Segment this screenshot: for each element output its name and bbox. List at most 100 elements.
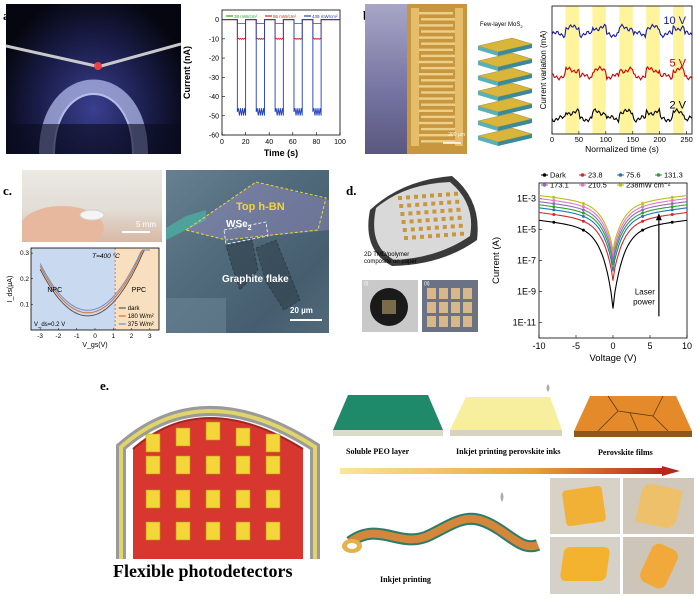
chart-d-series-marker [641, 205, 645, 209]
mos2-label-text: Few-layer MoS [480, 22, 521, 28]
electrode-finger [419, 85, 453, 88]
chart-a-xtick-label: 20 [242, 139, 250, 146]
composite-device-dot [446, 192, 450, 197]
chart-d-xtick-label: 10 [682, 341, 692, 351]
composite-device-dot [399, 204, 404, 208]
electrode-finger [419, 109, 453, 112]
composite-device-dot [398, 196, 402, 200]
chart-d-series-marker [552, 205, 556, 209]
composite-device-dot [456, 207, 461, 212]
composite-device-dot [400, 212, 405, 216]
composite-caption-line2: composite on paper [364, 259, 417, 265]
subphoto-d-i-label: (i) [364, 281, 369, 287]
chart-b-xtick-label: 50 [575, 135, 583, 144]
chart-c-annotation-temp: T=400 °C [92, 252, 120, 260]
mos2-layer-side [478, 61, 498, 71]
chart-d-series-line [538, 207, 688, 272]
photo-d-composite: 2D TMD/polymer composite on paper (i) (i… [362, 170, 487, 345]
chart-b-ylabel: Current variation (mA) [540, 30, 548, 109]
chart-d-series-marker [581, 214, 585, 218]
chart-d-series-marker [641, 208, 645, 212]
micrograph-illustration [166, 170, 329, 333]
chart-d-series-marker [581, 211, 585, 215]
composite-device-dot [455, 199, 460, 204]
photo-e-flex-samples [550, 478, 694, 594]
photodetector-pixel [175, 427, 191, 447]
composite-device-dot [415, 202, 420, 207]
chart-a-ytick-label: -60 [209, 133, 219, 140]
chart-d-series-marker [581, 219, 585, 223]
sample-photo-2 [623, 478, 694, 534]
chart-a-xtick-label: 0 [220, 139, 224, 146]
electrode-finger [419, 97, 453, 100]
graphite-flake-label: Graphite flake [222, 274, 289, 285]
photodetector-pixel [145, 489, 161, 509]
chart-c-ylabel: I_ds(µA) [7, 276, 14, 303]
wse2-label-sub: 2 [247, 225, 252, 232]
composite-device-dot [404, 236, 408, 240]
chart-a-series-line [222, 19, 340, 116]
chart-d-legend-marker [580, 173, 585, 177]
chart-c-xtick-label: -1 [74, 333, 80, 340]
panel-label-c: c. [3, 183, 13, 198]
photodetector-pixel [205, 421, 221, 441]
chart-d-series-marker [670, 199, 674, 203]
chart-c-xtick-label: -2 [56, 333, 62, 340]
chart-d-xtick-label: 0 [610, 341, 615, 351]
wafer-chip [382, 300, 396, 314]
device-array-cell [463, 302, 472, 313]
composite-device-dot [436, 233, 440, 238]
composite-device-dot [420, 234, 424, 239]
device-array-cell [451, 316, 460, 327]
mos2-layer-side [478, 106, 498, 116]
chart-d-series-marker [670, 195, 674, 199]
composite-device-dot [438, 193, 442, 197]
device-array-cell [427, 302, 436, 313]
process-step-inkjet: Inkjet printing perovskite inks [440, 382, 565, 465]
photodetector-pixel [235, 455, 251, 475]
composite-device-dot [412, 235, 416, 240]
flexible-device-illustration [6, 42, 181, 154]
chart-d-legend-marker [542, 183, 547, 187]
chart-c-annotation-vds: V_ds=0.2 V [34, 322, 65, 328]
photodetector-pixel [235, 427, 251, 447]
composite-device-dot [452, 232, 456, 237]
chart-c-ytick-label: 0.1 [20, 301, 29, 308]
chart-d-series-line [538, 194, 688, 252]
mos2-layer-stack: Few-layer MoS2 [470, 4, 540, 154]
electrode-finger [421, 18, 455, 21]
chart-d-legend-marker [580, 183, 585, 187]
composite-device-dot [442, 225, 447, 229]
chart-b-frame [551, 5, 693, 135]
photodetector-pixel [265, 489, 281, 509]
composite-device-dot [440, 209, 445, 213]
chart-c-legend-label: dark [128, 306, 141, 312]
composite-device-dot [449, 216, 454, 221]
chart-d-series-marker [552, 208, 556, 212]
chart-d-legend-label: 238mW cm⁻² [626, 181, 671, 190]
composite-device-dot [450, 224, 455, 229]
chart-c-ytick-label: 0.3 [20, 250, 29, 257]
chart-d-xlabel: Voltage (V) [590, 353, 637, 364]
composite-device-dot [414, 194, 418, 199]
device-array-cell [427, 316, 436, 327]
chart-d-series-marker [670, 205, 674, 209]
electrode-finger [421, 42, 455, 45]
chart-c-xtick-label: 0 [93, 333, 97, 340]
chart-b-xtick-label: 0 [550, 135, 554, 144]
device-array-micrograph [427, 288, 472, 327]
mos2-layer-side [478, 91, 498, 101]
step-label-printing: Inkjet printing [380, 575, 431, 584]
chart-d-series-line [538, 204, 688, 266]
composite-device-dot [401, 220, 406, 224]
process-step-printing-ribbon: Inkjet printing [340, 490, 541, 594]
photodetector-pixel [265, 521, 281, 541]
composite-device-dot [460, 231, 464, 236]
step-label-inkjet: Inkjet printing perovskite inks [456, 447, 561, 456]
chart-d-series-marker [670, 208, 674, 212]
subphoto-d-i: (i) [362, 280, 418, 332]
chart-d-series-line [538, 197, 688, 256]
chart-c-legend-label: 180 W/m² [128, 314, 154, 320]
panel-label-e: e. [100, 378, 110, 393]
composite-device-dot [423, 202, 428, 207]
